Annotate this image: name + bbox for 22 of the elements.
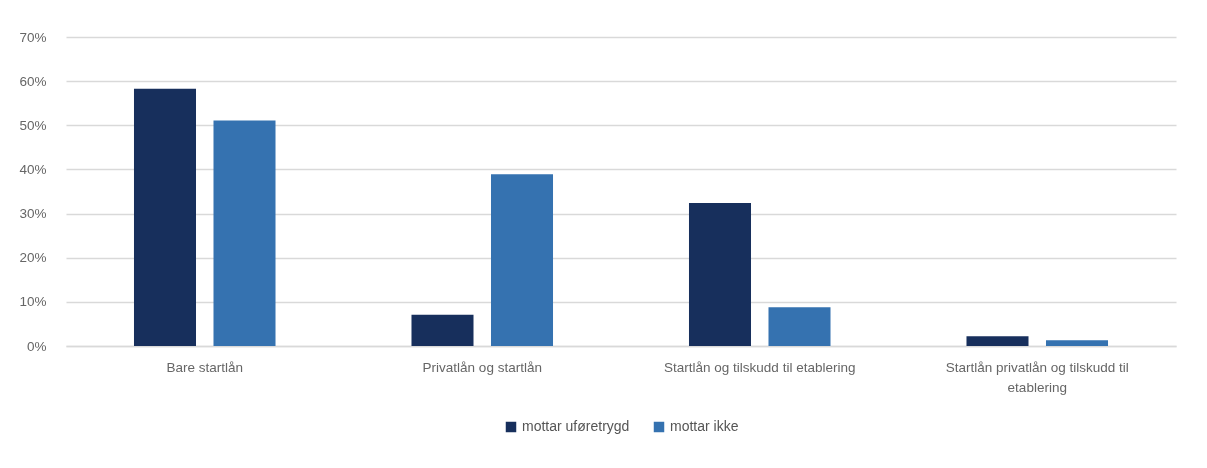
y-tick-label: 60% <box>19 73 47 89</box>
y-tick-label: 50% <box>19 117 47 133</box>
bar <box>966 336 1029 346</box>
y-tick-label: 30% <box>19 206 47 222</box>
legend-label: mottar ikke <box>670 418 739 434</box>
bar <box>1046 340 1109 346</box>
y-tick-label: 10% <box>19 294 47 310</box>
bar <box>688 202 751 346</box>
y-tick-label: 0% <box>26 338 47 354</box>
bar <box>491 174 554 346</box>
y-tick-label: 40% <box>19 161 47 177</box>
x-tick-label: Privatlån og startlån <box>422 359 542 375</box>
bar <box>411 314 474 346</box>
bar <box>213 120 276 346</box>
x-tick-label: Bare startlån <box>166 359 244 375</box>
y-tick-label: 70% <box>19 29 47 45</box>
legend-label: mottar uføretrygd <box>522 418 630 434</box>
y-tick-label: 20% <box>19 250 47 266</box>
x-tick-label: Startlån privatlån og tilskudd til etablering <box>945 359 1129 395</box>
x-tick-label: Startlån og tilskudd til etablering <box>664 359 856 375</box>
bar <box>768 307 831 346</box>
bar <box>133 88 196 346</box>
